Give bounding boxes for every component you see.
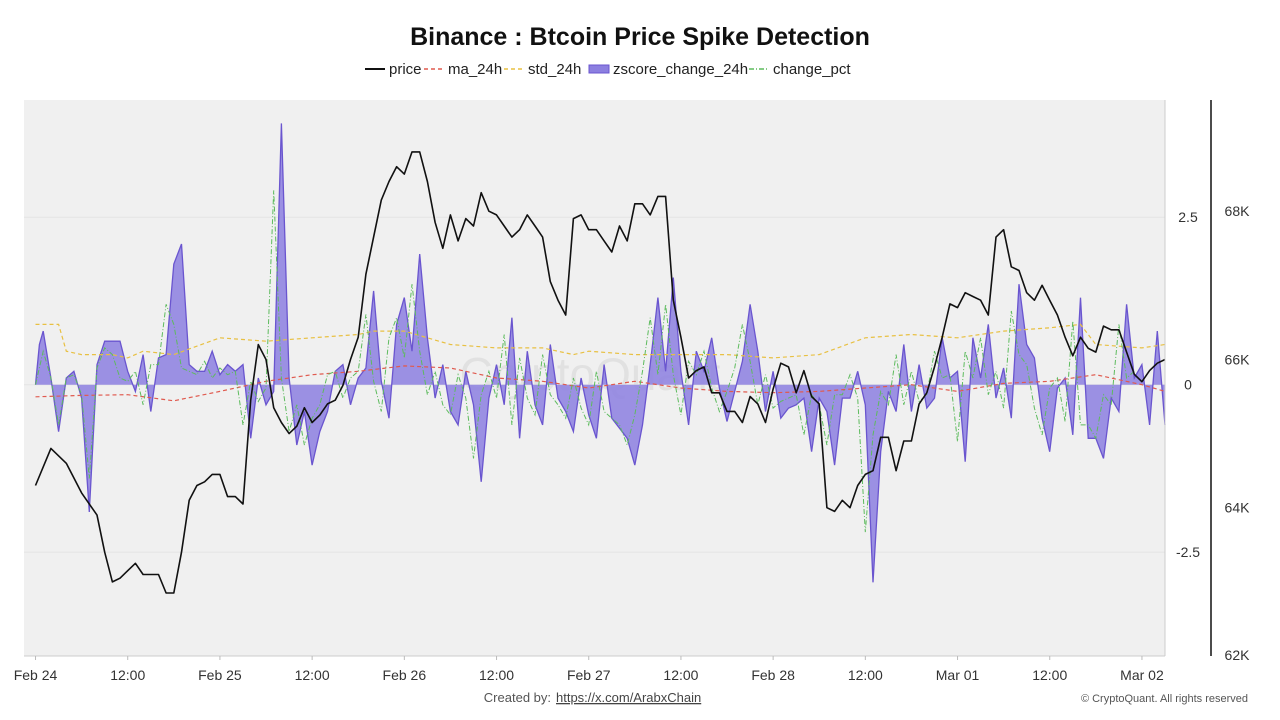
x-tick-label: Mar 01	[936, 667, 980, 683]
legend-item-zscore-change-24h: zscore_change_24h	[588, 61, 748, 78]
footer-created-by-link[interactable]: https://x.com/ArabxChain	[556, 690, 701, 705]
right-tick-label: 68K	[1225, 203, 1251, 219]
legend-item-ma-24h: ma_24h	[424, 61, 502, 78]
ma-series	[35, 365, 1166, 402]
legend: price ma_24h std_24h zscore_change_24h chang…	[365, 61, 851, 78]
change-pct-series	[35, 190, 1135, 533]
legend-item-price: price	[365, 61, 422, 78]
right-axis-ticks: 68K 66K 64K 62K	[1225, 203, 1251, 663]
x-tick-label: 12:00	[1032, 667, 1067, 683]
x-axis-ticks: Feb 24 12:00 Feb 25 12:00 Feb 26 12:00 Feb 27 1…	[14, 656, 1164, 683]
x-tick-label: 12:00	[663, 667, 698, 683]
x-tick-label: Feb 25	[198, 667, 242, 683]
x-tick-label: 12:00	[848, 667, 883, 683]
x-tick-label: 12:00	[110, 667, 145, 683]
x-tick-label: Feb 24	[14, 667, 58, 683]
x-tick-label: Mar 02	[1120, 667, 1164, 683]
legend-label: zscore_change_24h	[613, 61, 748, 78]
left-axis-ticks: 2.5 0 -2.5	[1176, 209, 1200, 560]
legend-swatch	[588, 64, 610, 74]
footer-created-by-label: Created by:	[484, 690, 551, 705]
zscore-area	[34, 123, 1166, 583]
x-tick-label: 12:00	[479, 667, 514, 683]
chart-title: Binance : Btcoin Price Spike Detection	[410, 23, 870, 51]
x-tick-label: 12:00	[295, 667, 330, 683]
std-series	[35, 323, 1166, 359]
legend-item-change-pct: change_pct	[749, 61, 851, 78]
legend-label: std_24h	[528, 61, 581, 78]
price-line	[34, 151, 1166, 594]
legend-label: ma_24h	[448, 61, 502, 78]
right-tick-label: 64K	[1225, 500, 1251, 516]
left-tick-label: 0	[1184, 377, 1192, 393]
left-tick-label: 2.5	[1178, 209, 1198, 225]
x-tick-label: Feb 26	[383, 667, 427, 683]
right-tick-label: 62K	[1225, 647, 1251, 663]
left-tick-label: -2.5	[1176, 544, 1200, 560]
copyright: © CryptoQuant. All rights reserved	[1081, 693, 1248, 705]
legend-label: price	[389, 61, 422, 78]
legend-item-std-24h: std_24h	[504, 61, 581, 78]
x-tick-label: Feb 28	[751, 667, 795, 683]
zscore-series	[34, 123, 1166, 583]
legend-label: change_pct	[773, 61, 851, 78]
change-pct-line	[35, 190, 1135, 533]
std-line	[35, 323, 1166, 359]
right-tick-label: 66K	[1225, 351, 1251, 367]
x-tick-label: Feb 27	[567, 667, 611, 683]
price-series	[34, 151, 1166, 594]
ma-line	[35, 365, 1166, 402]
